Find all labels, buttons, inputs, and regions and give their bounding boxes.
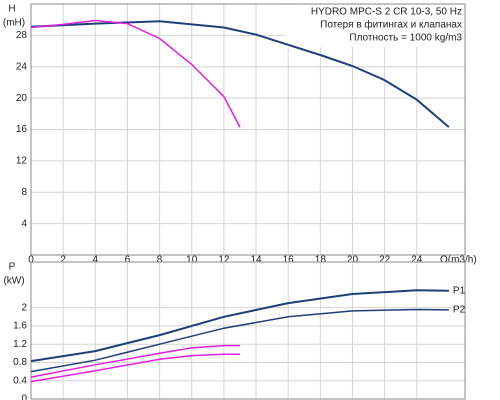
curve — [30, 19, 241, 128]
y-tick-label: 4 — [21, 218, 27, 229]
x-axis-label: Q(m3/h) — [440, 255, 477, 266]
y-tick-label: 24 — [16, 61, 28, 72]
y-axis-label: P — [9, 262, 16, 273]
plot-frame — [30, 261, 466, 400]
y-tick-label: 1.2 — [13, 339, 27, 350]
curve — [30, 20, 450, 128]
y-tick-label: 2 — [21, 302, 27, 313]
x-tick-label: 8 — [157, 255, 163, 266]
y-axis-unit: (kW) — [3, 276, 24, 287]
x-tick-label: 14 — [250, 255, 262, 266]
y-tick-label: 28 — [16, 30, 28, 41]
y-tick-label: 20 — [16, 93, 28, 104]
x-tick-label: 22 — [379, 255, 391, 266]
x-tick-label: 10 — [186, 255, 198, 266]
y-tick-label: 8 — [21, 187, 27, 198]
y-axis-label: H — [8, 4, 15, 15]
x-tick-label: 16 — [283, 255, 295, 266]
y-tick-label: 16 — [16, 124, 28, 135]
x-tick-label: 4 — [93, 255, 99, 266]
x-tick-label: 20 — [347, 255, 359, 266]
plot-frame — [30, 3, 466, 256]
legend-text: HYDRO MPC-S 2 CR 10-3, 50 Hz — [311, 7, 462, 18]
curve — [30, 353, 240, 383]
curve — [30, 308, 449, 373]
y-tick-label: 0.4 — [13, 375, 27, 386]
legend-text: Плотность = 1000 kg/m3 — [349, 33, 462, 44]
curve — [30, 289, 449, 363]
y-tick-label: 0 — [21, 394, 27, 400]
x-tick-label: 12 — [218, 255, 230, 266]
series-label: P1 — [453, 285, 466, 296]
x-tick-label: 18 — [315, 255, 327, 266]
legend-text: Потеря в фитингах и клапанах — [320, 19, 462, 31]
y-tick-label: 12 — [16, 156, 28, 167]
series-label: P2 — [453, 305, 466, 316]
y-tick-label: 1.6 — [13, 321, 27, 332]
x-tick-label: 6 — [125, 255, 131, 266]
plot-area — [31, 262, 465, 399]
x-tick-label: 0 — [28, 255, 34, 266]
curve — [30, 344, 240, 378]
legend-box — [285, 5, 464, 47]
x-tick-label: 2 — [60, 255, 66, 266]
y-tick-label: 0.8 — [13, 357, 27, 368]
y-axis-unit: (mH) — [3, 18, 25, 29]
x-tick-label: 24 — [411, 255, 423, 266]
